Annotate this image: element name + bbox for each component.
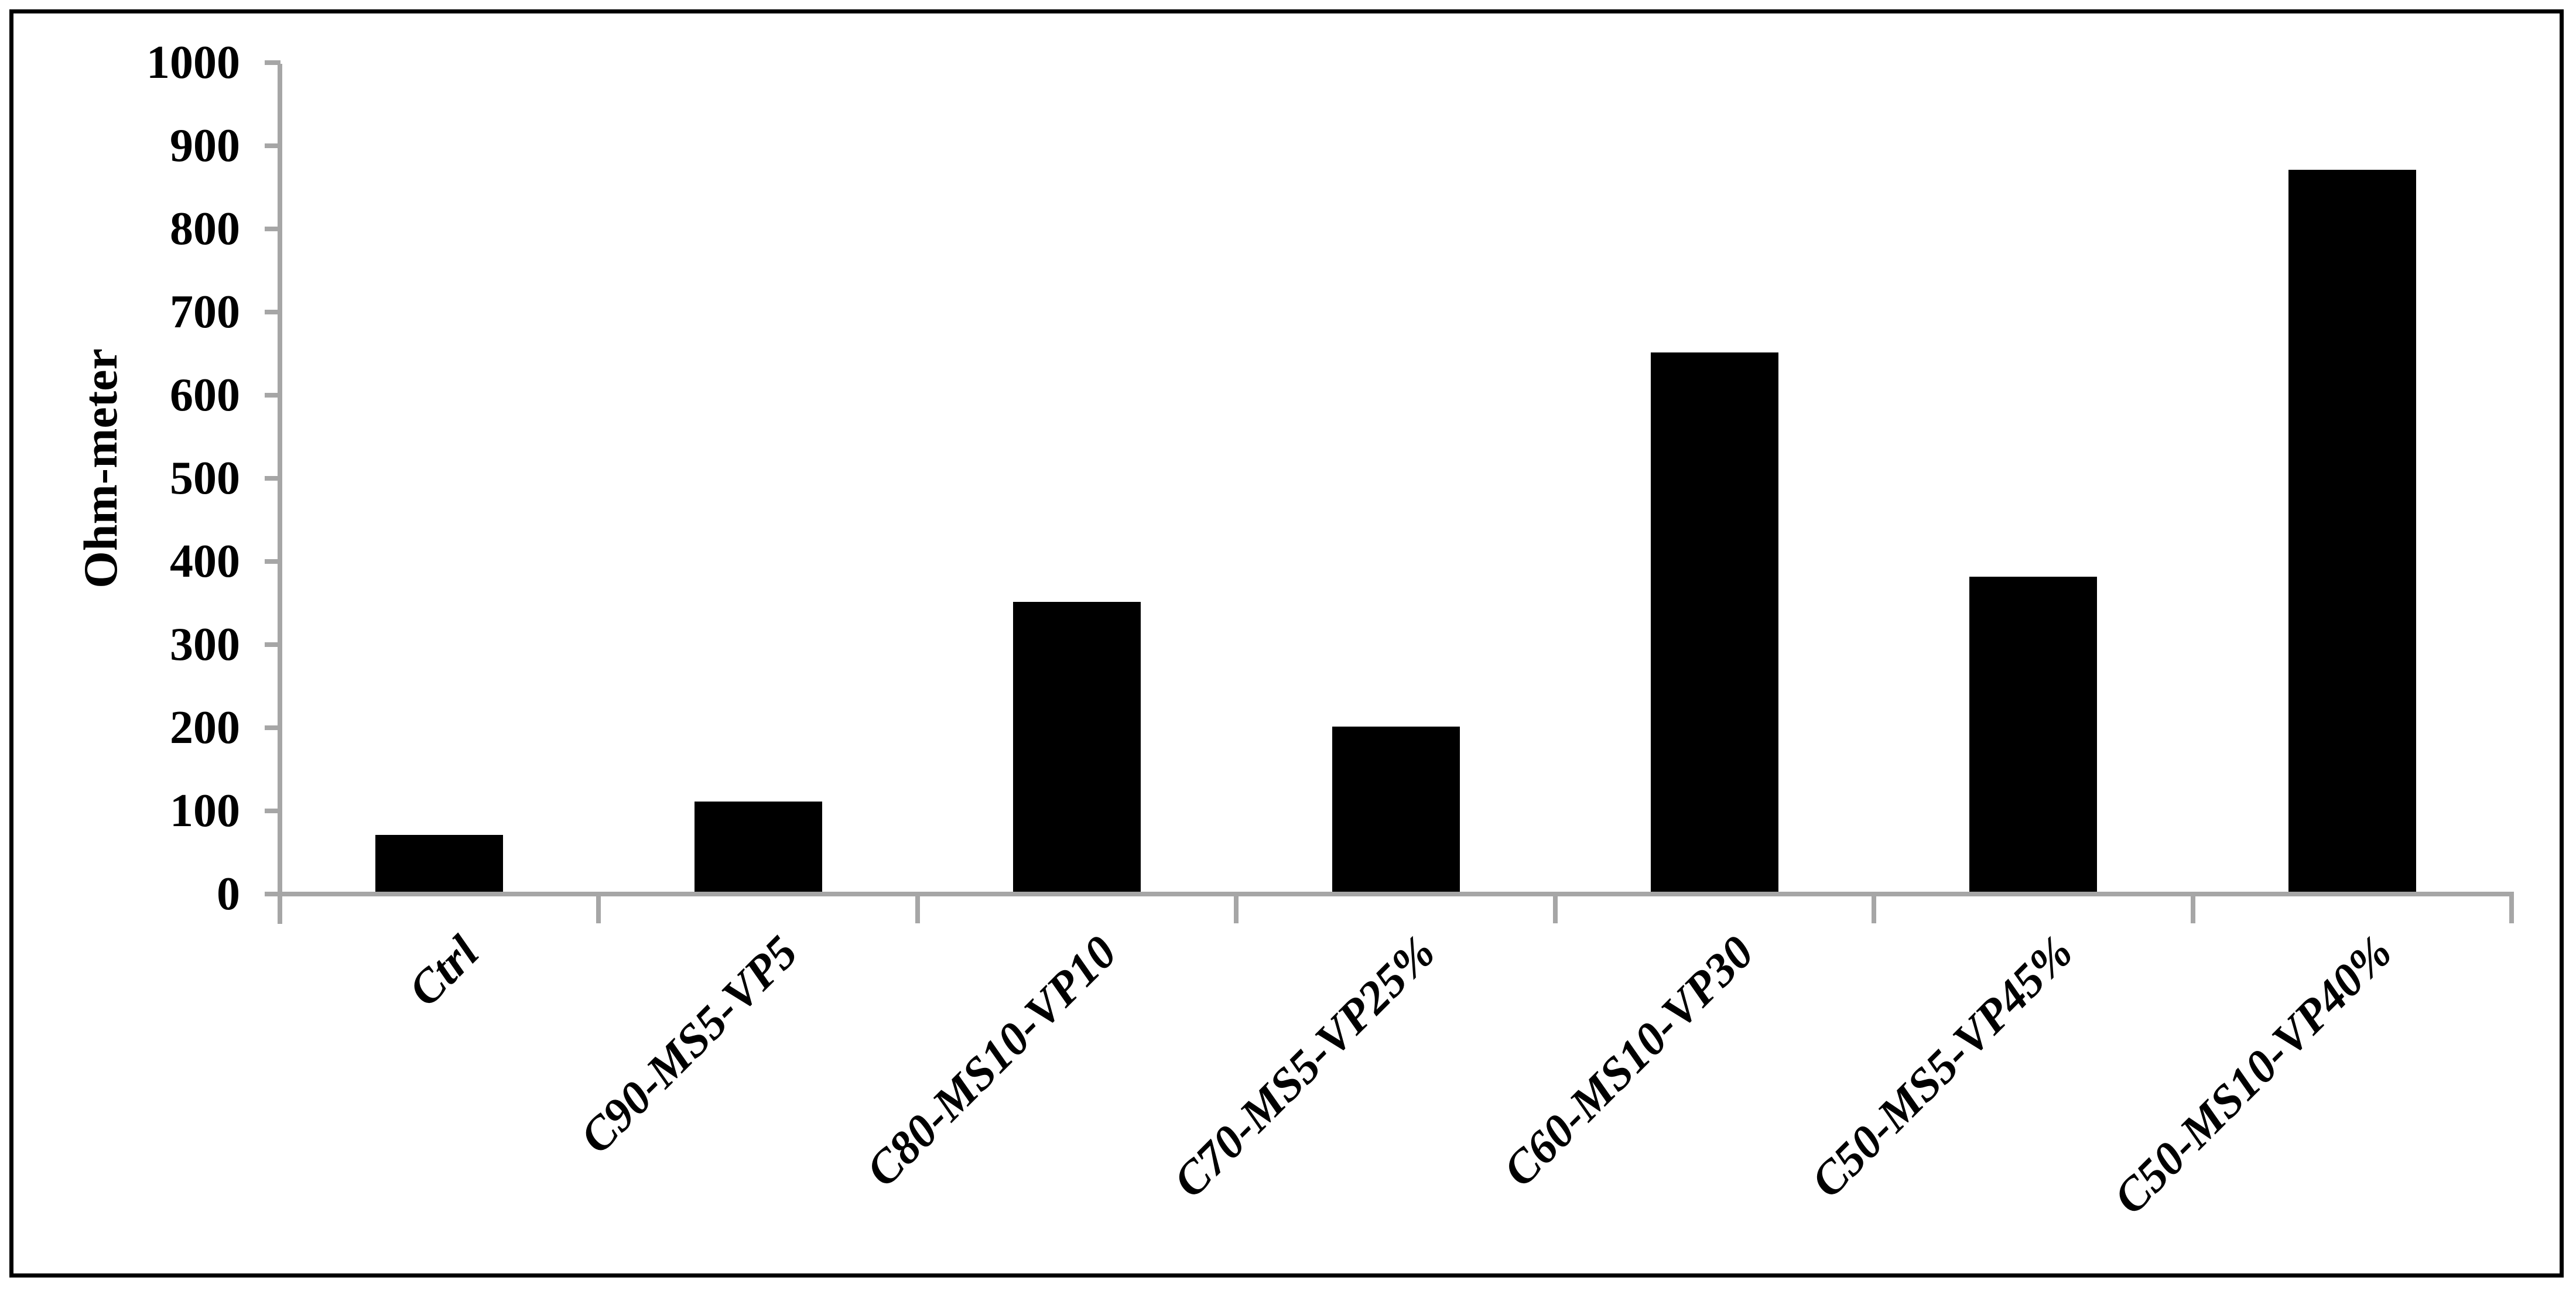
y-tick-label: 300 — [170, 619, 240, 670]
x-tick-mark — [1872, 894, 1877, 923]
y-tick-mark — [265, 227, 280, 231]
y-tick-mark — [265, 60, 280, 65]
x-tick-mark — [1552, 894, 1558, 923]
x-axis-line — [266, 892, 2514, 896]
x-tick-mark — [2509, 894, 2514, 923]
x-tick-mark — [1234, 894, 1239, 923]
y-tick-mark — [265, 310, 280, 314]
y-tick-mark — [265, 476, 280, 481]
y-tick-label: 1000 — [146, 37, 240, 88]
bar — [375, 834, 504, 893]
y-axis-title: Ohm-meter — [74, 348, 127, 588]
y-tick-label: 800 — [170, 203, 240, 255]
y-axis-line — [278, 64, 282, 924]
y-tick-mark — [265, 642, 280, 647]
x-tick-mark — [596, 894, 601, 923]
y-tick-label: 700 — [170, 286, 240, 338]
y-tick-mark — [265, 559, 280, 564]
y-tick-label: 600 — [170, 369, 240, 421]
y-tick-label: 0 — [217, 868, 240, 920]
bar — [2288, 169, 2416, 893]
x-tick-mark — [2190, 894, 2195, 923]
y-tick-mark — [265, 725, 280, 730]
bar — [1650, 352, 1778, 893]
y-tick-mark — [265, 143, 280, 148]
y-tick-label: 900 — [170, 120, 240, 172]
bar — [1013, 602, 1141, 893]
y-tick-label: 500 — [170, 453, 240, 504]
bar — [694, 801, 822, 893]
y-tick-mark — [265, 393, 280, 398]
x-tick-mark — [278, 894, 282, 923]
y-tick-label: 200 — [170, 702, 240, 754]
x-tick-mark — [915, 894, 920, 923]
y-tick-label: 100 — [170, 785, 240, 837]
y-tick-mark — [265, 809, 280, 813]
bar — [1969, 577, 2098, 893]
bar — [1332, 727, 1460, 893]
y-tick-label: 400 — [170, 536, 240, 587]
figure-border — [9, 9, 2564, 1278]
